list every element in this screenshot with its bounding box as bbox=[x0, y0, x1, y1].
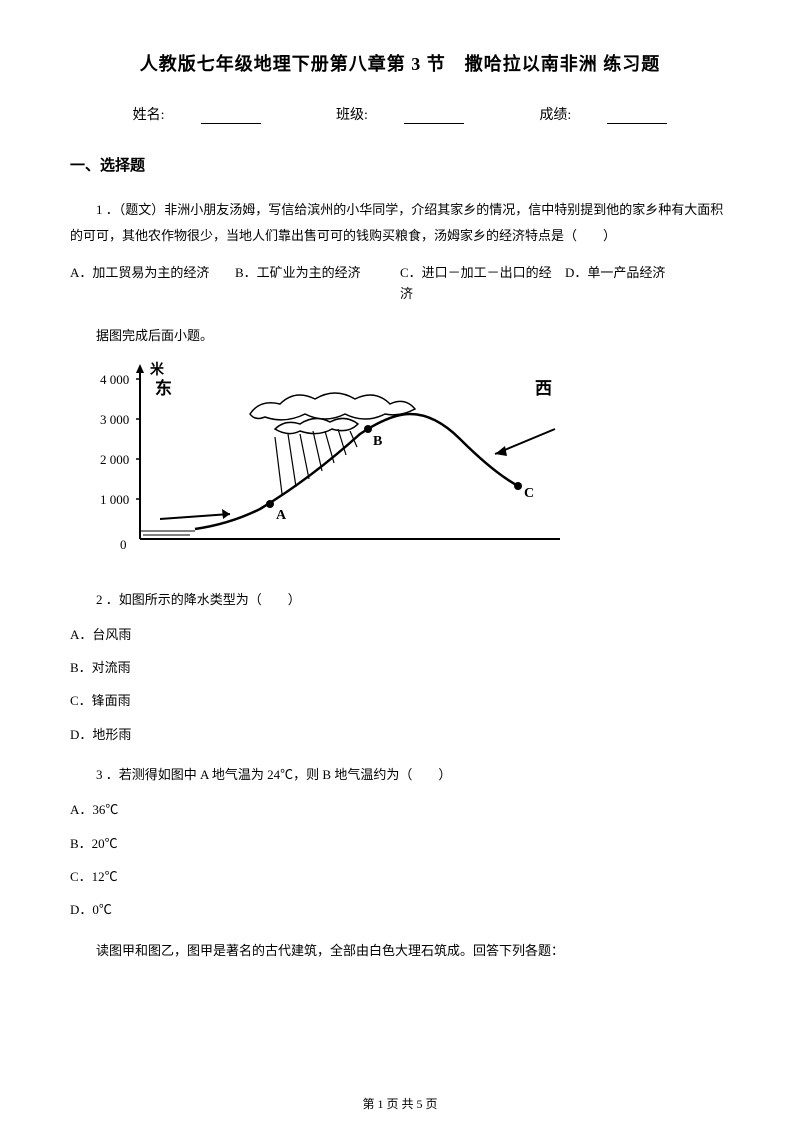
intro-q2-q3: 据图完成后面小题。 bbox=[70, 323, 730, 349]
section-header: 一、选择题 bbox=[70, 154, 730, 175]
student-info-row: 姓名: 班级: 成绩: bbox=[70, 104, 730, 124]
ytick-1000: 1 000 bbox=[100, 492, 129, 507]
q1-option-b: B．工矿业为主的经济 bbox=[235, 263, 400, 305]
q2-option-b: B．对流雨 bbox=[70, 656, 730, 679]
class-blank[interactable] bbox=[404, 123, 464, 124]
q2-option-d: D．地形雨 bbox=[70, 723, 730, 746]
q1-option-d: D．单一产品经济 bbox=[565, 263, 730, 305]
q3-option-d: D．0℃ bbox=[70, 898, 730, 921]
mountain-curve bbox=[195, 414, 520, 529]
score-blank[interactable] bbox=[607, 123, 667, 124]
y-axis-arrow bbox=[136, 364, 144, 373]
question-3-text: 3 ．若测得如图中 A 地气温为 24℃，则 B 地气温约为（ ） bbox=[70, 762, 730, 788]
q2-option-a: A．台风雨 bbox=[70, 623, 730, 646]
name-label: 姓名: bbox=[115, 108, 279, 123]
point-c-label: C bbox=[524, 486, 534, 501]
y-axis-label: 米 bbox=[150, 361, 165, 378]
q3-option-c: C．12℃ bbox=[70, 865, 730, 888]
question-1-text: 1 ．（题文）非洲小朋友汤姆，写信给滨州的小华同学，介绍其家乡的情况，信中特别提… bbox=[70, 197, 730, 249]
question-2-text: 2 ．如图所示的降水类型为（ ） bbox=[70, 587, 730, 613]
intro-next: 读图甲和图乙，图甲是著名的古代建筑，全部由白色大理石筑成。回答下列各题： bbox=[70, 938, 730, 964]
west-label: 西 bbox=[535, 379, 552, 398]
rain bbox=[275, 429, 357, 494]
water-hatch bbox=[140, 531, 195, 539]
q1-option-c: C．进口－加工－出口的经济 bbox=[400, 263, 565, 305]
score-label: 成绩: bbox=[521, 108, 685, 123]
wind-arrow-right bbox=[495, 429, 555, 456]
q1-option-a: A．加工贸易为主的经济 bbox=[70, 263, 235, 305]
point-c-dot bbox=[514, 482, 522, 490]
point-a-dot bbox=[266, 500, 274, 508]
class-label: 班级: bbox=[318, 108, 482, 123]
ytick-0: 0 bbox=[120, 537, 127, 552]
terrain-svg: 4 000 3 000 2 000 1 000 0 米 东 西 A B C bbox=[100, 359, 580, 569]
terrain-diagram: 4 000 3 000 2 000 1 000 0 米 东 西 A B C bbox=[100, 359, 580, 569]
wind-arrow-left bbox=[160, 509, 230, 519]
clouds bbox=[250, 393, 415, 434]
point-b-dot bbox=[364, 425, 372, 433]
q3-option-a: A．36℃ bbox=[70, 798, 730, 821]
east-label: 东 bbox=[155, 378, 172, 398]
ytick-4000: 4 000 bbox=[100, 372, 129, 387]
page-footer: 第 1 页 共 5 页 bbox=[0, 1095, 800, 1112]
point-a-label: A bbox=[276, 508, 287, 523]
page-title: 人教版七年级地理下册第八章第 3 节 撒哈拉以南非洲 练习题 bbox=[70, 50, 730, 76]
q2-option-c: C．锋面雨 bbox=[70, 689, 730, 712]
point-b-label: B bbox=[373, 434, 382, 449]
ytick-2000: 2 000 bbox=[100, 452, 129, 467]
q3-option-b: B．20℃ bbox=[70, 832, 730, 855]
ytick-3000: 3 000 bbox=[100, 412, 129, 427]
name-blank[interactable] bbox=[201, 123, 261, 124]
question-1-options: A．加工贸易为主的经济 B．工矿业为主的经济 C．进口－加工－出口的经济 D．单… bbox=[70, 263, 730, 305]
